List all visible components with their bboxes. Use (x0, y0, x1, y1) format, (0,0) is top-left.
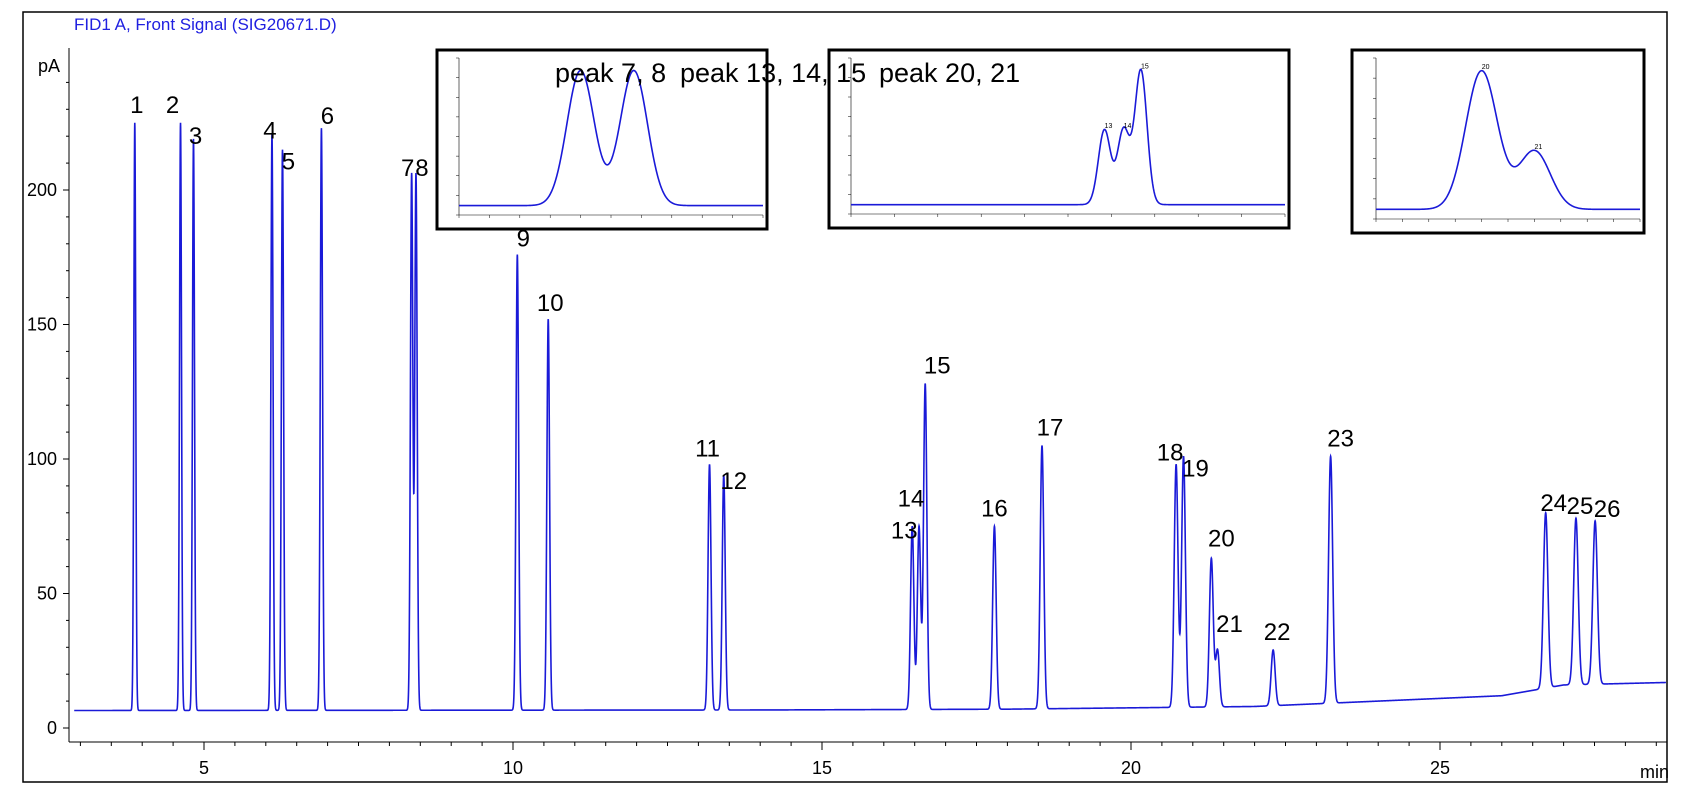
peak-label: 2 (166, 92, 179, 119)
peak-label: 24 (1540, 490, 1567, 517)
y-axis-label: pA (38, 56, 60, 76)
peak-label: 23 (1327, 425, 1354, 452)
inset-caption-2: peak 13, 14, 15 (680, 58, 866, 88)
peak-label: 26 (1594, 496, 1621, 523)
y-tick-label: 50 (37, 584, 57, 604)
peak-label: 3 (189, 123, 202, 150)
inset-signal-trace (851, 68, 1285, 206)
x-ticks: 5 10 15 20 25 (79, 742, 1657, 778)
peak-label: 1 (130, 92, 143, 119)
peak-label: 22 (1264, 619, 1291, 646)
peak-label: 17 (1037, 415, 1064, 442)
peak-label: 18 (1157, 439, 1184, 466)
peak-label: 19 (1182, 455, 1209, 482)
inset-frame (827, 48, 1291, 230)
chart-frame (22, 11, 1668, 783)
x-tick-label: 10 (503, 758, 523, 778)
x-axis-label: min (1640, 762, 1669, 782)
peak-label: 7 (401, 155, 414, 182)
inset-peak-7-8 (435, 48, 769, 231)
inset-peak-13-14-15: 13 14 15 (827, 48, 1291, 230)
x-tick-label: 20 (1121, 758, 1141, 778)
peak-label: 10 (537, 290, 564, 317)
x-tick-label: 5 (199, 758, 209, 778)
inset-peak-label: 21 (1535, 144, 1543, 151)
chart-title: FID1 A, Front Signal (SIG20671.D) (74, 15, 337, 34)
inset-peak-label: 13 (1105, 123, 1113, 130)
peak-label: 20 (1208, 526, 1235, 553)
peak-label: 12 (720, 468, 747, 495)
x-tick-label: 15 (812, 758, 832, 778)
peak-label: 9 (517, 226, 530, 253)
peak-label: 15 (924, 353, 951, 380)
inset-peak-label: 20 (1482, 64, 1490, 71)
peak-label: 6 (321, 103, 334, 130)
peak-label: 14 (898, 485, 925, 512)
inset-frame (1350, 48, 1646, 235)
inset-peak-label: 14 (1124, 123, 1132, 130)
inset-caption-3: peak 20, 21 (879, 58, 1020, 88)
peak-label: 5 (282, 149, 295, 176)
y-tick-label: 200 (27, 180, 57, 200)
y-ticks: 0 50 100 150 200 (27, 81, 69, 738)
y-tick-label: 100 (27, 449, 57, 469)
peak-label: 16 (981, 495, 1008, 522)
peak-label: 25 (1567, 493, 1594, 520)
peak-label: 4 (263, 118, 276, 145)
inset-signal-trace (1376, 69, 1640, 211)
inset-caption-1: peak 7, 8 (555, 58, 666, 88)
peak-label: 21 (1216, 611, 1243, 638)
y-tick-label: 150 (27, 315, 57, 335)
signal-trace (74, 122, 1666, 712)
x-tick-label: 25 (1430, 758, 1450, 778)
peak-label: 8 (415, 155, 428, 182)
y-tick-label: 0 (47, 718, 57, 738)
peak-label: 13 (891, 517, 918, 544)
inset-frame (435, 48, 769, 231)
peak-label: 11 (695, 435, 720, 462)
inset-peak-label: 15 (1141, 63, 1149, 70)
inset-signal-trace (459, 69, 763, 207)
